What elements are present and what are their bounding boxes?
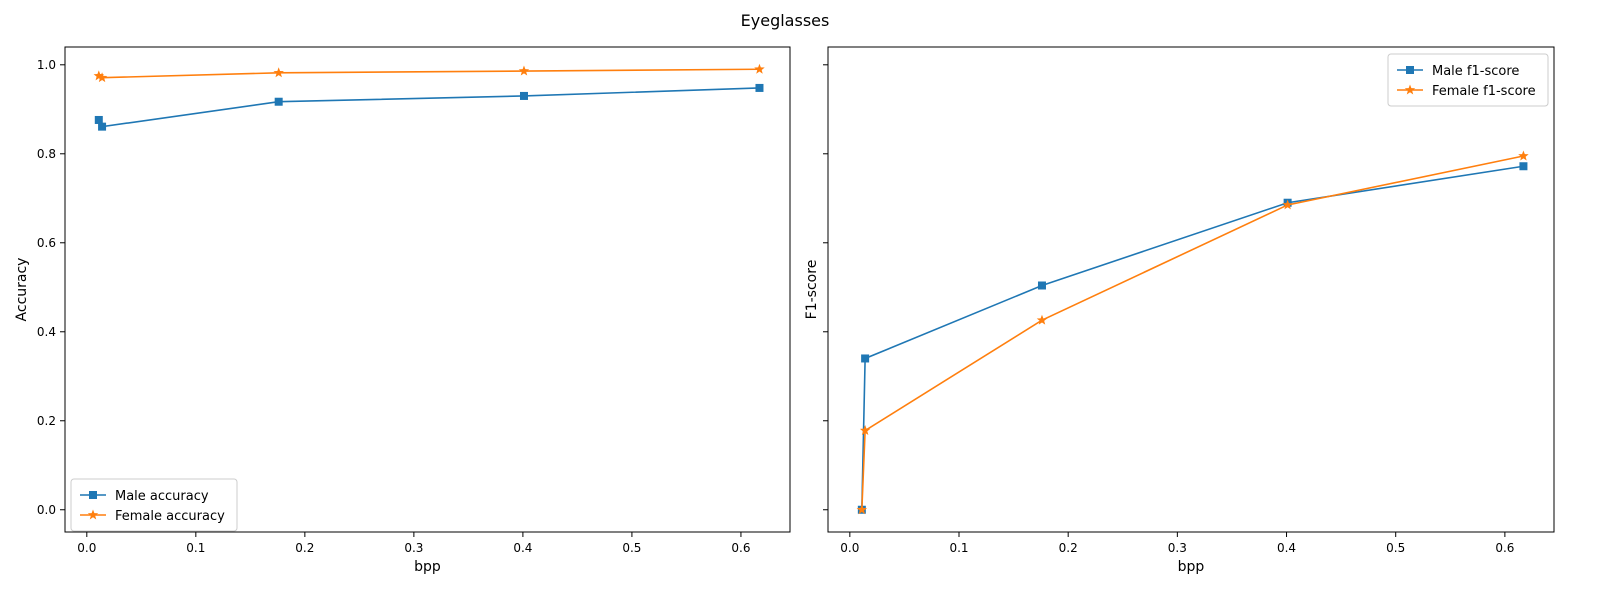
f1-score-x-axis-label: bpp <box>1178 559 1205 575</box>
accuracy-y-axis-label: Accuracy <box>14 258 30 322</box>
f1-score-x-tick-label: 0.3 <box>1168 541 1187 555</box>
f1-score-legend: Male f1-score Female f1-score <box>1387 53 1549 107</box>
male-f1-score-legend-marker <box>1406 66 1414 74</box>
accuracy-x-tick-label: 0.2 <box>295 541 314 555</box>
f1-score-y-axis-label: F1-score <box>804 260 820 320</box>
female-accuracy-point <box>96 72 108 83</box>
f1-score-series <box>856 150 1529 515</box>
f1-score-x-tick-label: 0.0 <box>840 541 859 555</box>
accuracy-x-tick-label: 0.3 <box>404 541 423 555</box>
male-accuracy-point <box>94 115 103 124</box>
accuracy-plot-area <box>64 46 791 533</box>
male-accuracy-point <box>519 91 528 100</box>
f1-score-x-tick-label: 0.4 <box>1277 541 1296 555</box>
f1-score-y-axis <box>823 64 828 511</box>
male-f1-score-legend-label: Male f1-score <box>1432 64 1519 79</box>
male-accuracy-point <box>98 122 107 131</box>
female-accuracy-point <box>93 70 105 81</box>
female-accuracy-legend-label: Female accuracy <box>115 509 225 524</box>
female-f1-score-point <box>1282 199 1293 210</box>
female-f1-score-legend-marker <box>1404 84 1416 95</box>
accuracy-chart: 0.0 0.1 0.2 0.3 0.4 0.5 0.6 0.0 0.2 0.4 0.6 0.8 1.0… <box>14 46 791 575</box>
f1-score-chart: 0.0 0.1 0.2 0.3 0.4 0.5 0.6 bpp F1-score Male … <box>804 46 1555 575</box>
male-accuracy-line <box>98 87 760 128</box>
accuracy-y-tick-label: 0.6 <box>37 236 56 250</box>
male-f1-score-point <box>1519 162 1528 171</box>
female-accuracy-legend-marker <box>87 509 99 520</box>
accuracy-x-tick-label: 0.4 <box>513 541 532 555</box>
f1-score-plot-area <box>827 46 1555 533</box>
female-f1-score-point <box>1518 150 1529 161</box>
female-f1-score-point <box>856 504 868 515</box>
female-accuracy-line <box>98 68 760 79</box>
male-f1-score-point <box>1037 281 1046 290</box>
accuracy-y-tick-label: 0.0 <box>37 503 56 517</box>
accuracy-x-tick-label: 0.5 <box>622 541 641 555</box>
accuracy-y-axis: 0.0 0.2 0.4 0.6 0.8 1.0 <box>37 58 65 517</box>
female-f1-score-line <box>861 155 1524 510</box>
male-accuracy-point <box>274 97 283 106</box>
accuracy-x-tick-label: 0.1 <box>186 541 205 555</box>
f1-score-legend-box <box>1387 53 1549 107</box>
f1-score-x-tick-label: 0.5 <box>1386 541 1405 555</box>
accuracy-legend-box <box>70 478 238 532</box>
accuracy-x-axis: 0.0 0.1 0.2 0.3 0.4 0.5 0.6 <box>77 532 750 555</box>
figure-title: Eyeglasses <box>741 11 830 30</box>
accuracy-series <box>93 63 765 131</box>
female-f1-score-legend-label: Female f1-score <box>1432 84 1536 99</box>
male-f1-score-point <box>861 354 870 363</box>
accuracy-x-tick-label: 0.0 <box>77 541 96 555</box>
f1-score-x-axis: 0.0 0.1 0.2 0.3 0.4 0.5 0.6 <box>840 532 1514 555</box>
accuracy-x-tick-label: 0.6 <box>731 541 750 555</box>
accuracy-y-tick-label: 0.2 <box>37 414 56 428</box>
female-f1-score-point <box>1036 314 1048 325</box>
male-f1-score-line <box>861 165 1524 510</box>
accuracy-x-axis-label: bpp <box>414 559 441 575</box>
male-accuracy-legend-label: Male accuracy <box>115 489 209 504</box>
f1-score-x-tick-label: 0.1 <box>949 541 968 555</box>
f1-score-x-tick-label: 0.6 <box>1495 541 1514 555</box>
accuracy-y-tick-label: 1.0 <box>37 58 56 72</box>
female-accuracy-point <box>518 65 530 76</box>
male-accuracy-legend-marker <box>89 491 97 499</box>
female-accuracy-point <box>273 67 284 78</box>
female-accuracy-point <box>754 63 765 74</box>
accuracy-y-tick-label: 0.4 <box>37 325 56 339</box>
female-f1-score-point <box>859 425 871 435</box>
accuracy-legend: Male accuracy Female accuracy <box>70 478 238 532</box>
f1-score-x-tick-label: 0.2 <box>1059 541 1078 555</box>
male-accuracy-point <box>755 83 764 92</box>
accuracy-y-tick-label: 0.8 <box>37 147 56 161</box>
